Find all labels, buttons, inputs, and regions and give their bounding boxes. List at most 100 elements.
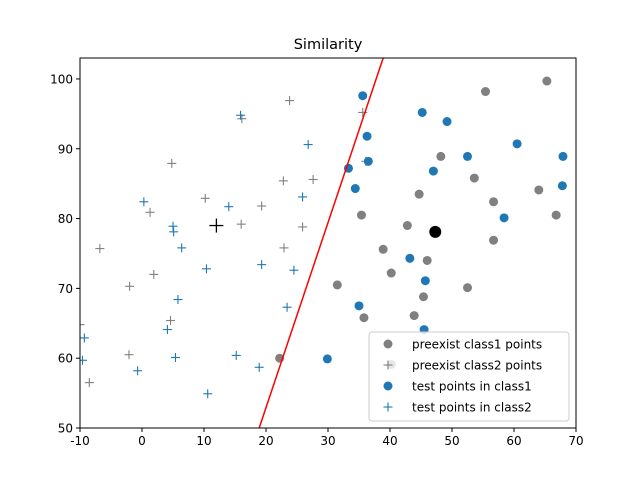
test-class2-point <box>303 140 313 150</box>
legend-marker <box>383 339 393 349</box>
test-class2-point <box>168 221 178 231</box>
preexist-class1-point <box>489 235 499 245</box>
test-class2-point <box>162 325 172 335</box>
legend-item: preexist class2 points <box>383 359 542 373</box>
x-tick-label: 60 <box>506 434 521 448</box>
preexist-class1-point <box>414 189 424 199</box>
x-tick-label: 30 <box>320 434 335 448</box>
y-tick-label: 60 <box>58 352 73 366</box>
legend-label: preexist class2 points <box>412 359 542 373</box>
preexist-class1-point <box>356 210 366 220</box>
y-axis: 50 60 70 80 90 100 <box>50 72 80 436</box>
test-class2-point <box>80 333 89 343</box>
test-class2-point <box>203 389 213 399</box>
preexist-class2-point <box>124 350 134 360</box>
x-tick-label: 10 <box>196 434 211 448</box>
chart-title: Similarity <box>294 37 363 53</box>
preexist-class1-point <box>534 185 544 195</box>
legend-label: preexist class1 points <box>412 338 542 352</box>
test-class1-point <box>405 253 415 263</box>
preexist-class1-point <box>469 173 479 183</box>
preexist-class1-point <box>332 280 342 290</box>
test-class2-point <box>254 362 264 372</box>
test-class2-point <box>177 243 187 253</box>
test-class2-point <box>298 192 308 202</box>
legend-marker <box>383 360 393 370</box>
y-tick-label: 90 <box>58 142 73 156</box>
x-tick-label: 50 <box>444 434 459 448</box>
test-class2-point <box>236 110 246 120</box>
y-tick-label: 70 <box>58 282 73 296</box>
test-class1-point <box>428 166 438 176</box>
legend-item: preexist class1 points <box>383 338 542 352</box>
preexist-class2-point <box>257 201 267 211</box>
preexist-class2-point <box>80 320 85 330</box>
test-class1-point <box>442 117 452 127</box>
legend-box <box>368 331 570 422</box>
centroid-class1 <box>429 225 442 238</box>
test-class2-point <box>80 355 87 365</box>
preexist-class2-point <box>285 96 295 106</box>
preexist-class2-point <box>298 222 308 232</box>
test-class2-point <box>169 227 179 237</box>
preexist-class1-point <box>463 283 472 293</box>
y-tick-label: 50 <box>58 422 73 436</box>
preexist-class1-point <box>489 197 499 207</box>
x-tick-label: -10 <box>70 434 90 448</box>
test-class2-point <box>201 264 211 274</box>
test-class1-point <box>322 354 332 364</box>
test-class1-point <box>499 213 509 223</box>
preexist-class2-point <box>278 176 288 186</box>
test-class1-point <box>512 139 522 149</box>
plot-area <box>80 58 568 428</box>
legend-marker <box>383 381 393 391</box>
preexist-class1-point <box>542 76 552 86</box>
test-class2-point <box>224 202 234 212</box>
preexist-class2-point <box>200 193 210 203</box>
legend-item: test points in class2 <box>383 401 532 415</box>
preexist-class2-point <box>167 158 177 168</box>
test-class2-point <box>173 295 183 305</box>
preexist-class2-point <box>95 244 105 254</box>
legend-label: test points in class1 <box>412 380 532 394</box>
x-tick-label: 70 <box>568 434 583 448</box>
test-class1-point <box>358 91 368 101</box>
preexist-class1-point <box>386 268 396 278</box>
test-class2-point <box>231 350 241 360</box>
x-tick-label: 20 <box>258 434 273 448</box>
preexist-class2-point <box>279 243 289 253</box>
test-class2-point <box>257 260 267 270</box>
test-class1-point <box>557 181 567 191</box>
preexist-class1-point <box>402 221 412 231</box>
test-class1-point <box>363 156 373 166</box>
centroid-class2 <box>209 218 224 233</box>
test-class2-point <box>133 366 143 376</box>
preexist-class1-point <box>409 311 419 321</box>
decision-boundary-line <box>258 58 384 428</box>
test-class2-point <box>282 302 292 312</box>
preexist-class1-point <box>359 313 369 323</box>
plot-frame <box>79 57 577 429</box>
test-class1-point <box>420 276 430 286</box>
test-class1-point <box>362 131 372 141</box>
preexist-class1-point <box>551 210 561 220</box>
x-axis: -10 0 10 20 30 40 50 60 70 <box>70 428 584 448</box>
test-class1-point <box>558 151 568 161</box>
test-class2-point <box>289 265 299 275</box>
test-class1-point <box>354 301 364 311</box>
test-class2-point <box>170 352 180 362</box>
y-tick-label: 100 <box>50 72 73 86</box>
test-class1-point <box>350 184 360 194</box>
x-tick-label: 0 <box>138 434 146 448</box>
test-class1-point <box>463 151 472 161</box>
preexist-class2-point <box>236 219 246 229</box>
preexist-class2-point <box>308 174 318 184</box>
preexist-class2-point <box>125 281 135 291</box>
legend-item: test points in class1 <box>383 380 532 394</box>
x-tick-label: 40 <box>382 434 397 448</box>
y-tick-label: 80 <box>58 212 73 226</box>
preexist-class2-point <box>149 269 159 279</box>
legend-marker <box>383 402 393 412</box>
preexist-class2-point <box>145 207 155 217</box>
